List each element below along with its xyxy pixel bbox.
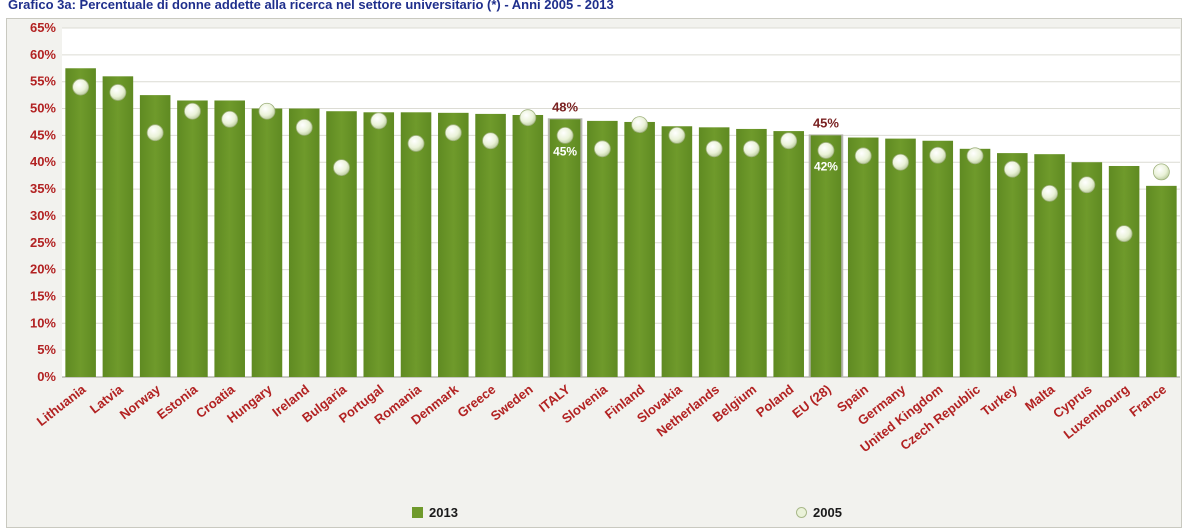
bar-2013 xyxy=(512,114,544,377)
y-tick-label: 55% xyxy=(30,74,56,89)
y-tick-label: 5% xyxy=(37,342,56,357)
dot-2005 xyxy=(743,140,760,158)
y-tick-label: 30% xyxy=(30,208,56,223)
dot-2005 xyxy=(593,140,611,158)
dot-2005 xyxy=(556,126,574,144)
bar-2013 xyxy=(438,112,469,377)
data-label-2005: 45% xyxy=(553,144,577,158)
bar-2013 xyxy=(997,153,1028,377)
dot-2005 xyxy=(1078,176,1096,194)
bar-2013 xyxy=(65,68,96,378)
dot-2005 xyxy=(892,153,909,171)
y-tick-label: 10% xyxy=(30,315,56,330)
dot-2005 xyxy=(519,109,537,127)
bar-2013 xyxy=(885,138,916,377)
legend-label-2013: 2013 xyxy=(429,505,458,520)
data-label-2013: 48% xyxy=(552,99,578,114)
bar-2013 xyxy=(102,76,134,378)
dot-2005 xyxy=(854,147,872,165)
dot-2005 xyxy=(668,126,686,144)
bar-2013 xyxy=(661,126,693,377)
bar-chart: 0% 5% 10% 15% 20% 25% 30% 35% 40% 45% 50% 55% 60% 65%… xyxy=(30,20,1180,455)
dot-2005 xyxy=(407,135,425,152)
bar-2013 xyxy=(177,100,208,377)
bar-2013 xyxy=(288,108,320,378)
data-label-2005: 42% xyxy=(814,159,838,173)
chart-title: Grafico 3a: Percentuale di donne addette… xyxy=(8,0,614,12)
bar-2013 xyxy=(922,140,954,377)
y-tick-label: 45% xyxy=(30,127,56,142)
bar-2013 xyxy=(1146,185,1177,377)
dot-2005 xyxy=(1115,225,1133,243)
x-tick-label: France xyxy=(1126,382,1169,420)
bar-2013 xyxy=(773,131,804,377)
bar-2013 xyxy=(363,112,395,377)
y-tick-label: 65% xyxy=(30,20,56,35)
dot-2005 xyxy=(482,132,499,150)
dot-2005 xyxy=(817,142,835,159)
legend-label-2005: 2005 xyxy=(813,505,842,520)
dot-2005 xyxy=(966,147,984,165)
bar-2013 xyxy=(139,95,171,377)
y-tick-label: 15% xyxy=(30,288,56,303)
bar-2013 xyxy=(587,120,618,377)
dot-2005 xyxy=(109,84,127,101)
dot-2005 xyxy=(146,124,164,142)
bar-2013 xyxy=(810,135,842,377)
plot-area xyxy=(62,28,1180,377)
bar-2013 xyxy=(959,148,991,377)
y-tick-label: 0% xyxy=(37,369,56,384)
bar-2013 xyxy=(326,111,357,377)
bar-2013 xyxy=(549,119,581,378)
bar-2013 xyxy=(1071,162,1103,377)
dot-2005 xyxy=(72,78,90,96)
bar-2013 xyxy=(475,113,506,378)
legend-swatch-bar-icon xyxy=(412,507,423,518)
y-tick-label: 20% xyxy=(30,262,56,277)
dot-2005 xyxy=(258,102,276,120)
bar-2013 xyxy=(736,128,767,377)
x-tick-label: Luxembourg xyxy=(1061,382,1132,442)
dot-2005 xyxy=(221,110,239,128)
data-label-2013: 45% xyxy=(813,115,839,130)
x-tick-label: Sweden xyxy=(488,382,536,424)
dot-2005 xyxy=(780,132,798,150)
x-tick-label: Lithuania xyxy=(34,381,89,429)
y-tick-label: 35% xyxy=(30,181,56,196)
dot-2005 xyxy=(370,112,388,130)
bar-2013 xyxy=(847,137,879,377)
bar-2013 xyxy=(400,112,432,377)
legend-swatch-dot-icon xyxy=(796,507,807,518)
dot-2005 xyxy=(444,124,462,142)
legend-item-2013: 2013 xyxy=(412,505,458,520)
dot-2005 xyxy=(705,140,723,158)
dot-2005 xyxy=(184,102,201,120)
y-tick-label: 25% xyxy=(30,235,56,250)
dot-2005 xyxy=(631,116,649,134)
bar-2013 xyxy=(1108,165,1140,377)
y-tick-label: 50% xyxy=(30,101,56,116)
bar-2013 xyxy=(698,127,730,377)
legend-item-2005: 2005 xyxy=(796,505,842,520)
bar-2013 xyxy=(251,108,283,378)
dot-2005 xyxy=(1003,160,1021,178)
dot-2005 xyxy=(1041,184,1058,202)
dot-2005 xyxy=(295,118,313,136)
x-tick-label: Estonia xyxy=(154,381,201,422)
dot-2005 xyxy=(1152,163,1170,181)
dot-2005 xyxy=(929,146,947,164)
x-tick-label: Turkey xyxy=(978,381,1021,419)
bar-2013 xyxy=(214,100,245,377)
x-tick-label: Poland xyxy=(753,382,796,421)
x-tick-label: EU (28) xyxy=(789,382,834,421)
bar-2013 xyxy=(624,121,655,377)
y-tick-label: 40% xyxy=(30,154,56,169)
x-tick-label: Norway xyxy=(117,381,164,422)
dot-2005 xyxy=(333,159,350,177)
y-tick-label: 60% xyxy=(30,47,56,62)
chart-legend: 2013 2005 xyxy=(0,505,1188,527)
